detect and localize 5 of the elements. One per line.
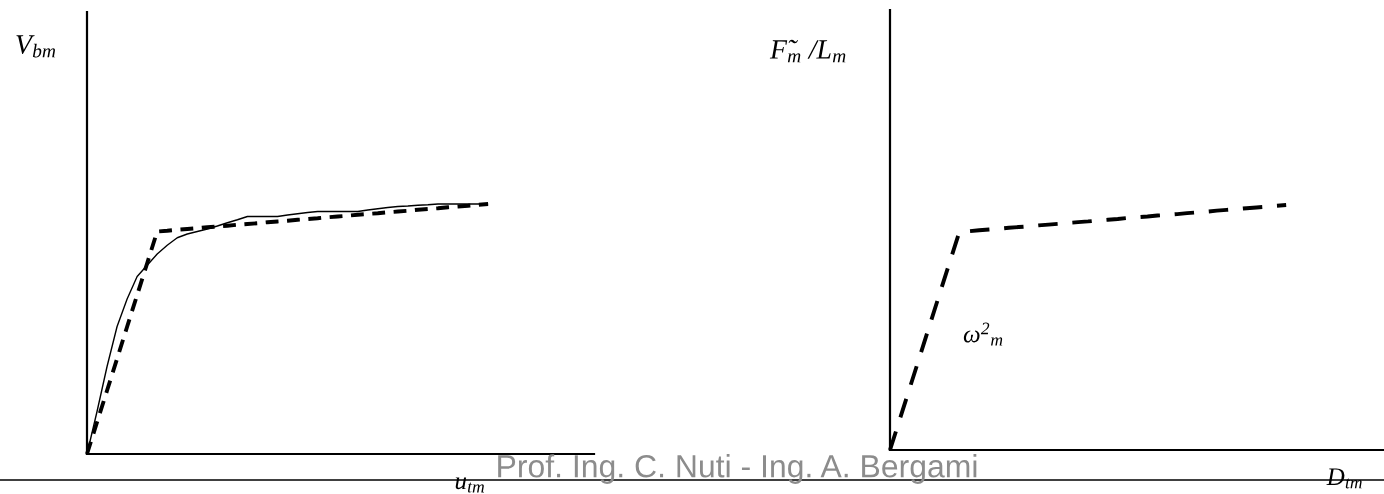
- x-axis-title: u$_{tm}$: [455, 477, 484, 493]
- text: Prof. Ing. C. Nuti - Ing. A. Bergami: [498, 454, 977, 484]
- y-axis-title: F̃$_{m}$ /L$_{m}$: [769, 39, 846, 63]
- annotation: ω$^{2}$$_{m}$: [963, 322, 1003, 346]
- y-axis-title: V$_{bm}$: [16, 35, 56, 58]
